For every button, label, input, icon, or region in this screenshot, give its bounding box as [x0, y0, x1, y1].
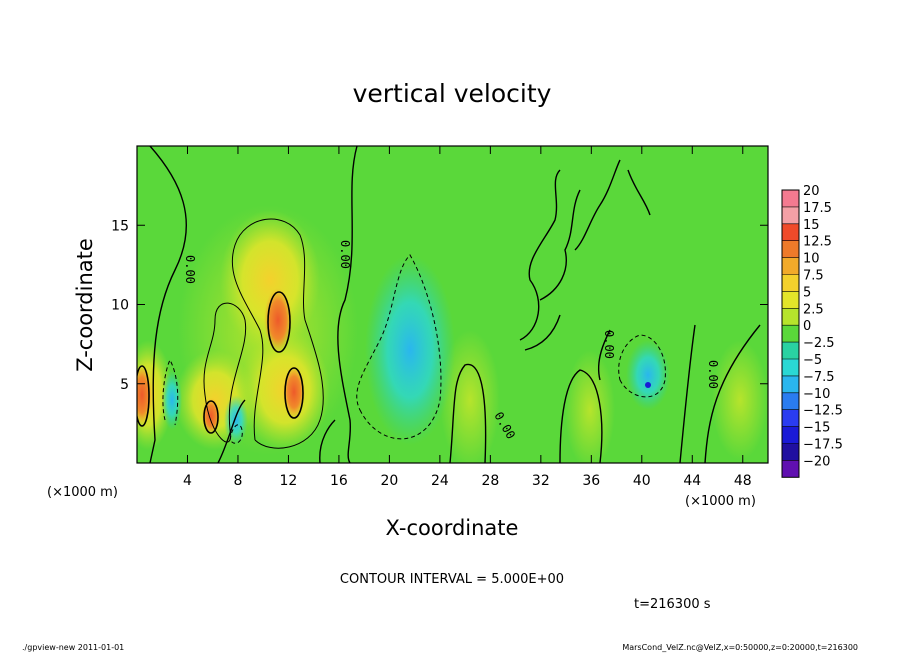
colorbar-label: 0	[803, 319, 811, 334]
x-tick-label: 20	[380, 473, 398, 489]
x-axis: 4 8 12 16 20 24 28 32 36 40 44 48	[183, 146, 752, 489]
colorbar-swatch	[782, 240, 799, 258]
colorbar-label: 7.5	[803, 269, 824, 284]
colorbar-label: 20	[803, 184, 820, 199]
colorbar-swatch	[782, 426, 799, 444]
y-axis-label: Z-coordinate	[73, 238, 97, 372]
footer-right: MarsCond_VelZ.nc@VelZ,x=0:50000,z=0:2000…	[622, 643, 858, 652]
weak-updraft-region	[565, 350, 615, 463]
colorbar-swatch	[782, 359, 799, 376]
colorbar-label: −20	[803, 454, 830, 469]
chart-title: vertical velocity	[353, 79, 552, 108]
downdraft-region	[365, 255, 455, 445]
colorbar-label: 2.5	[803, 302, 824, 317]
plot-area: 0.00 0.00 0.00 0.00 0.00	[137, 146, 768, 463]
contour-label: 0.00	[183, 255, 197, 284]
x-unit-left: (×1000 m)	[47, 485, 118, 500]
colorbar-label: −2.5	[803, 336, 835, 351]
x-tick-label: 28	[481, 473, 499, 489]
colorbar-label: −12.5	[803, 404, 843, 419]
colorbar-swatch	[782, 257, 799, 275]
x-tick-label: 4	[183, 473, 192, 489]
colorbar-label: 15	[803, 218, 820, 233]
colorbar-label: −10	[803, 387, 830, 402]
colorbar-label: −5	[803, 353, 822, 368]
colorbar-label: −7.5	[803, 370, 835, 385]
footer-left: ./gpview-new 2011-01-01	[22, 643, 124, 652]
colorbar-label: 17.5	[803, 201, 832, 216]
strong-contours	[137, 291, 304, 434]
contour-label: 0.00	[706, 360, 720, 389]
x-tick-label: 44	[683, 473, 701, 489]
x-tick-label: 12	[280, 473, 298, 489]
contour-label: 0.00	[602, 330, 616, 359]
colorbar-swatch	[782, 308, 799, 326]
colorbar-swatch	[782, 409, 799, 427]
contour-interval: CONTOUR INTERVAL = 5.000E+00	[340, 572, 564, 587]
downdraft-region	[224, 395, 248, 445]
downdraft-region	[162, 370, 182, 430]
colorbar-swatch	[782, 443, 799, 461]
colorbar-swatch	[782, 223, 799, 241]
y-tick-label: 5	[120, 377, 129, 393]
negative-contours	[162, 254, 666, 444]
y-tick-label: 15	[111, 218, 129, 234]
x-tick-label: 32	[532, 473, 550, 489]
downdraft-region	[626, 340, 670, 410]
colorbar-swatch	[782, 206, 799, 224]
weak-updraft-region	[712, 340, 768, 460]
colorbar-swatch	[782, 460, 799, 478]
y-tick-label: 10	[111, 298, 129, 314]
x-tick-label: 24	[431, 473, 449, 489]
colorbar-label: 5	[803, 285, 811, 300]
updraft-core	[283, 366, 305, 418]
colorbar-label: −15	[803, 421, 830, 436]
colorbar-label: 10	[803, 252, 820, 267]
y-axis: 5 10 15	[111, 218, 768, 393]
x-unit-right: (×1000 m)	[685, 494, 756, 509]
downdraft-core	[645, 382, 651, 388]
x-tick-label: 36	[582, 473, 600, 489]
x-tick-label: 16	[330, 473, 348, 489]
x-axis-label: X-coordinate	[386, 516, 519, 540]
colorbar-swatch	[782, 342, 799, 359]
colorbar-swatch	[782, 190, 799, 207]
colorbar-swatch	[782, 392, 799, 410]
x-tick-label: 40	[633, 473, 651, 489]
colorbar-swatch	[782, 274, 799, 292]
colorbar: 20 17.5 15 12.5 10 7.55 2.5 0 −2.5 −5 −7.5 −10 −12.5…	[781, 184, 843, 478]
x-tick-label: 48	[734, 473, 752, 489]
colorbar-label: 12.5	[803, 235, 832, 250]
updraft-plume-upper	[220, 210, 320, 350]
colorbar-swatch	[782, 291, 799, 309]
colorbar-swatch	[782, 375, 799, 393]
colorbar-swatch	[782, 325, 799, 343]
time-label: t=216300 s	[634, 597, 711, 612]
colorbar-label: −17.5	[803, 438, 843, 453]
zero-contours	[149, 146, 761, 463]
contour-label: 0.00	[338, 240, 352, 269]
x-tick-label: 8	[233, 473, 242, 489]
positive-contours	[203, 218, 324, 449]
